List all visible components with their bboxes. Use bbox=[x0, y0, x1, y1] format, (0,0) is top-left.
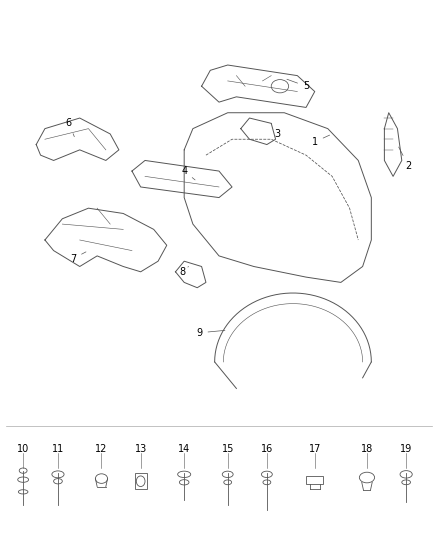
Ellipse shape bbox=[52, 471, 64, 478]
Ellipse shape bbox=[224, 480, 232, 484]
Text: 5: 5 bbox=[287, 79, 309, 91]
Text: 14: 14 bbox=[178, 445, 190, 455]
Text: 16: 16 bbox=[261, 445, 273, 455]
Ellipse shape bbox=[180, 480, 189, 485]
Text: 1: 1 bbox=[312, 135, 330, 147]
Text: 19: 19 bbox=[400, 445, 412, 455]
Text: 4: 4 bbox=[181, 166, 195, 180]
Text: 3: 3 bbox=[271, 123, 281, 139]
Circle shape bbox=[136, 476, 145, 487]
Ellipse shape bbox=[53, 479, 62, 484]
Ellipse shape bbox=[222, 471, 233, 478]
Text: 15: 15 bbox=[222, 445, 234, 455]
Text: 10: 10 bbox=[17, 445, 29, 455]
Text: 17: 17 bbox=[308, 445, 321, 455]
Text: 7: 7 bbox=[70, 252, 86, 263]
Ellipse shape bbox=[95, 474, 108, 483]
Ellipse shape bbox=[178, 471, 191, 478]
Text: 8: 8 bbox=[179, 266, 188, 277]
Ellipse shape bbox=[19, 468, 27, 473]
Ellipse shape bbox=[261, 471, 272, 478]
Ellipse shape bbox=[402, 480, 410, 484]
Bar bbox=[134, 473, 147, 489]
Ellipse shape bbox=[18, 490, 28, 494]
Text: 18: 18 bbox=[361, 445, 373, 455]
Text: 13: 13 bbox=[134, 445, 147, 455]
Text: 12: 12 bbox=[95, 445, 108, 455]
Ellipse shape bbox=[359, 472, 374, 483]
Text: 2: 2 bbox=[399, 147, 411, 171]
Ellipse shape bbox=[400, 471, 412, 478]
Ellipse shape bbox=[18, 477, 28, 482]
Bar bbox=[306, 476, 323, 484]
Text: 9: 9 bbox=[196, 328, 225, 338]
Text: 11: 11 bbox=[52, 445, 64, 455]
Ellipse shape bbox=[263, 480, 271, 484]
Text: 6: 6 bbox=[66, 118, 74, 136]
